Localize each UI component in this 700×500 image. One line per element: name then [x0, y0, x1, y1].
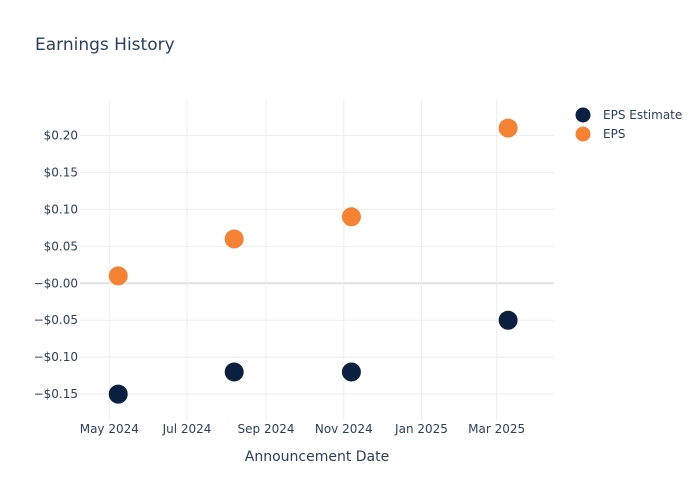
x-tick-label: Mar 2025	[468, 422, 525, 436]
y-tick-label: $0.15	[44, 165, 78, 179]
y-tick-label: −$0.15	[34, 387, 78, 401]
y-tick-label: $0.05	[44, 239, 78, 253]
data-point[interactable]	[497, 309, 519, 331]
legend-marker	[574, 106, 592, 124]
data-point[interactable]	[107, 383, 129, 405]
y-tick-label: $0.10	[44, 202, 78, 216]
y-axis-ticks: $0.20 $0.15 $0.10 $0.05 −$0.00 −$0.05 −$0.10 −$…	[34, 128, 78, 401]
legend-item[interactable]: EPS Estimate	[574, 106, 682, 124]
data-point[interactable]	[497, 117, 519, 139]
data-point[interactable]	[223, 361, 245, 383]
x-tick-label: Nov 2024	[315, 422, 373, 436]
chart-title: Earnings History	[35, 35, 175, 55]
legend-label: EPS	[603, 127, 625, 141]
x-axis-title: Announcement Date	[245, 449, 389, 465]
data-point[interactable]	[340, 206, 362, 228]
y-tick-label: $0.20	[44, 128, 78, 142]
data-point[interactable]	[340, 361, 362, 383]
legend-label: EPS Estimate	[603, 108, 682, 122]
data-point[interactable]	[223, 228, 245, 250]
y-tick-label: −$0.00	[34, 276, 78, 290]
x-tick-label: Sep 2024	[238, 422, 295, 436]
x-tick-label: Jul 2024	[162, 422, 212, 436]
y-tick-label: −$0.10	[34, 350, 78, 364]
legend-marker	[574, 125, 592, 143]
grid-layer	[80, 100, 554, 420]
x-tick-label: May 2024	[80, 422, 139, 436]
x-tick-label: Jan 2025	[394, 422, 448, 436]
x-axis-ticks: May 2024 Jul 2024 Sep 2024 Nov 2024 Jan 2025…	[80, 422, 525, 436]
data-point[interactable]	[107, 265, 129, 287]
series-eps-estimate	[107, 309, 519, 405]
y-tick-label: −$0.05	[34, 313, 78, 327]
series-eps	[107, 117, 519, 287]
legend[interactable]: EPS Estimate EPS	[574, 106, 682, 143]
legend-item[interactable]: EPS	[574, 125, 625, 143]
data-points	[107, 117, 519, 405]
